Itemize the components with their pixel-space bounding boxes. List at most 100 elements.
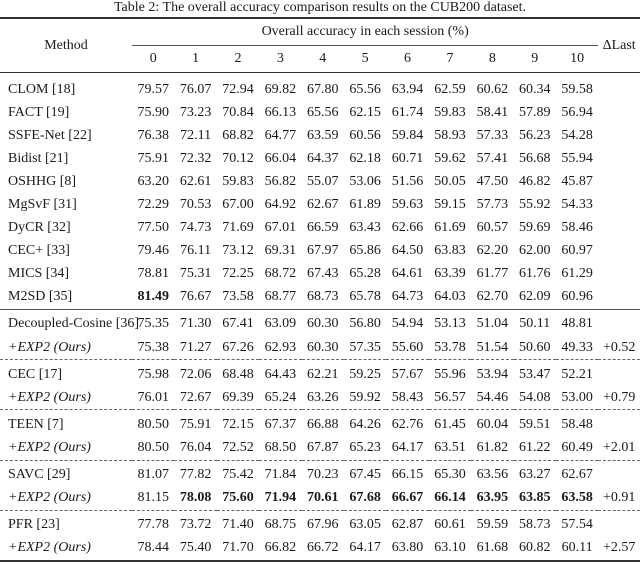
accuracy-cell-session-5: 63.43 bbox=[349, 220, 381, 236]
session-header-7: 7 bbox=[428, 45, 472, 72]
table-row: +EXP2 (Ours) 75.38 71.27 67.26 62.93 60.30 57.… bbox=[0, 336, 640, 361]
accuracy-cell-session-2: 67.26 bbox=[216, 336, 260, 361]
accuracy-cell-session-7: 58.93 bbox=[434, 127, 466, 143]
table-row: +EXP2 (Ours) 76.01 72.67 69.39 65.24 63.26 59.… bbox=[0, 386, 640, 411]
delta-last-cell: +0.91 bbox=[598, 486, 640, 511]
session-header-9: 9 bbox=[513, 45, 556, 72]
accuracy-cell-session-4: 66.72 bbox=[301, 536, 344, 562]
accuracy-cell-session-9: 54.08 bbox=[513, 386, 556, 411]
session-header-6: 6 bbox=[386, 45, 429, 72]
accuracy-cell-session-3: 69.82 bbox=[264, 81, 297, 97]
accuracy-cell-session-4: 60.30 bbox=[301, 336, 344, 361]
accuracy-cell-session-10: 54.28 bbox=[561, 127, 593, 143]
accuracy-cell-session-8: 51.04 bbox=[476, 316, 509, 332]
accuracy-cell-session-2: 71.40 bbox=[222, 517, 254, 533]
accuracy-cell-session-4: 67.80 bbox=[307, 81, 339, 97]
table-row: OSHHG [8] 63.20 62.61 59.83 56.82 55.07 53.06 5… bbox=[0, 170, 640, 193]
accuracy-table: Method Overall accuracy in each session … bbox=[0, 17, 640, 562]
accuracy-cell-session-6: 61.74 bbox=[391, 104, 424, 120]
accuracy-cell-session-7: 59.83 bbox=[434, 104, 466, 120]
accuracy-cell-session-3: 68.50 bbox=[259, 436, 302, 461]
accuracy-cell-session-6: 59.84 bbox=[391, 127, 424, 143]
accuracy-cell-session-5: 65.56 bbox=[349, 81, 381, 97]
accuracy-cell-session-4: 60.30 bbox=[307, 316, 339, 332]
table-row: Decoupled-Cosine [36] 75.35 71.30 67.41 63.0… bbox=[0, 309, 640, 336]
accuracy-cell-session-0: 79.57 bbox=[137, 81, 169, 97]
accuracy-cell-session-3: 66.13 bbox=[264, 104, 297, 120]
accuracy-cell-session-7: 62.59 bbox=[434, 81, 466, 97]
table-row: MICS [34] 78.81 75.31 72.25 68.72 67.43 65.28 6… bbox=[0, 263, 640, 286]
table-caption: Table 2: The overall accuracy comparison… bbox=[113, 0, 527, 15]
accuracy-cell-session-7: 59.15 bbox=[434, 197, 466, 213]
accuracy-cell-session-6: 64.17 bbox=[386, 436, 429, 461]
accuracy-cell-session-3: 64.77 bbox=[264, 127, 297, 143]
accuracy-cell-session-4: 67.96 bbox=[307, 517, 339, 533]
accuracy-cell-session-0: 77.50 bbox=[137, 220, 169, 236]
accuracy-cell-session-5: 67.45 bbox=[349, 467, 381, 483]
accuracy-cell-session-6: 54.94 bbox=[391, 316, 424, 332]
table-row: +EXP2 (Ours) 78.44 75.40 71.70 66.82 66.72 64.… bbox=[0, 536, 640, 562]
accuracy-cell-session-9: 56.23 bbox=[518, 127, 551, 143]
accuracy-cell-session-1: 72.06 bbox=[179, 366, 212, 382]
accuracy-cell-session-2: 70.84 bbox=[222, 104, 254, 120]
accuracy-cell-session-9: 55.92 bbox=[518, 197, 551, 213]
accuracy-cell-session-6: 57.67 bbox=[391, 366, 424, 382]
accuracy-cell-session-5: 67.68 bbox=[343, 486, 387, 511]
accuracy-cell-session-10: 61.29 bbox=[561, 266, 593, 282]
accuracy-cell-session-2: 59.83 bbox=[222, 173, 254, 189]
accuracy-cell-session-1: 73.23 bbox=[179, 104, 212, 120]
accuracy-cell-session-5: 65.86 bbox=[349, 243, 381, 259]
accuracy-cell-session-2: 75.60 bbox=[216, 486, 260, 511]
accuracy-cell-session-6: 62.87 bbox=[391, 517, 424, 533]
accuracy-cell-session-1: 76.11 bbox=[180, 243, 212, 259]
accuracy-cell-session-3: 65.24 bbox=[259, 386, 302, 411]
accuracy-cell-session-5: 62.18 bbox=[349, 150, 381, 166]
accuracy-cell-session-9: 62.09 bbox=[513, 285, 556, 310]
accuracy-cell-session-5: 64.17 bbox=[343, 536, 387, 562]
accuracy-cell-session-2: 72.25 bbox=[222, 266, 254, 282]
accuracy-cell-session-9: 59.51 bbox=[518, 416, 551, 432]
accuracy-cell-session-1: 71.30 bbox=[179, 316, 212, 332]
accuracy-cell-session-5: 53.06 bbox=[349, 173, 381, 189]
table-row: FACT [19] 75.90 73.23 70.84 66.13 65.56 62.15 6… bbox=[0, 101, 640, 124]
accuracy-cell-session-10: 48.81 bbox=[561, 316, 593, 332]
accuracy-cell-session-9: 50.60 bbox=[513, 336, 556, 361]
accuracy-cell-session-7: 66.14 bbox=[428, 486, 472, 511]
accuracy-cell-session-0: 80.50 bbox=[132, 436, 175, 461]
accuracy-cell-session-9: 63.85 bbox=[513, 486, 556, 511]
accuracy-cell-session-6: 63.94 bbox=[391, 81, 424, 97]
accuracy-cell-session-8: 57.73 bbox=[476, 197, 509, 213]
accuracy-cell-session-3: 69.31 bbox=[264, 243, 297, 259]
accuracy-cell-session-0: 75.91 bbox=[137, 150, 169, 166]
accuracy-cell-session-5: 65.23 bbox=[343, 436, 387, 461]
accuracy-cell-session-7: 55.96 bbox=[434, 366, 466, 382]
accuracy-cell-session-9: 62.00 bbox=[518, 243, 551, 259]
accuracy-cell-session-8: 51.54 bbox=[471, 336, 514, 361]
method-name: MgSvF [31] bbox=[8, 197, 77, 213]
accuracy-cell-session-6: 55.60 bbox=[386, 336, 429, 361]
accuracy-cell-session-9: 60.82 bbox=[513, 536, 556, 562]
accuracy-cell-session-3: 62.93 bbox=[259, 336, 302, 361]
accuracy-cell-session-1: 78.08 bbox=[174, 486, 217, 511]
table-row: CLOM [18] 79.57 76.07 72.94 69.82 67.80 65.56 6… bbox=[0, 73, 640, 102]
accuracy-cell-session-5: 59.25 bbox=[349, 366, 381, 382]
accuracy-cell-session-8: 58.41 bbox=[476, 104, 509, 120]
accuracy-cell-session-3: 66.04 bbox=[264, 150, 297, 166]
accuracy-cell-session-4: 62.21 bbox=[307, 366, 339, 382]
delta-last-cell bbox=[598, 101, 640, 124]
accuracy-cell-session-0: 81.15 bbox=[132, 486, 175, 511]
accuracy-cell-session-0: 78.81 bbox=[137, 266, 169, 282]
accuracy-cell-session-1: 70.53 bbox=[179, 197, 212, 213]
accuracy-cell-session-3: 56.82 bbox=[264, 173, 297, 189]
method-name: PFR [23] bbox=[8, 517, 60, 533]
table-row: SSFE-Net [22] 76.38 72.11 68.82 64.77 63.59 60… bbox=[0, 124, 640, 147]
accuracy-cell-session-9: 56.68 bbox=[518, 150, 551, 166]
accuracy-cell-session-7: 53.78 bbox=[428, 336, 472, 361]
accuracy-cell-session-4: 65.56 bbox=[307, 104, 339, 120]
accuracy-cell-session-1: 74.73 bbox=[179, 220, 212, 236]
table-row: PFR [23] 77.78 73.72 71.40 68.75 67.96 63.05 62… bbox=[0, 510, 640, 537]
accuracy-cell-session-2: 68.82 bbox=[222, 127, 254, 143]
table-row: MgSvF [31] 72.29 70.53 67.00 64.92 62.67 61.89… bbox=[0, 193, 640, 216]
accuracy-cell-session-9: 50.11 bbox=[519, 316, 551, 332]
accuracy-cell-session-9: 63.27 bbox=[518, 467, 551, 483]
